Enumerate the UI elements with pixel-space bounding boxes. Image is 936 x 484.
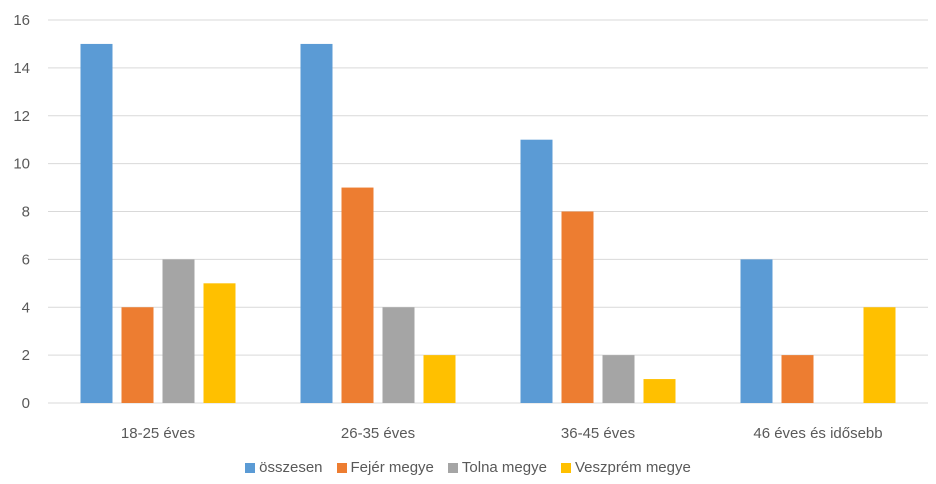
y-tick-label: 12 xyxy=(13,108,30,125)
y-tick-label: 0 xyxy=(22,395,30,412)
bar xyxy=(602,355,635,403)
legend-item: összesen xyxy=(245,459,323,476)
bar xyxy=(341,187,374,403)
bar xyxy=(382,307,415,403)
legend-item: Fejér megye xyxy=(336,459,434,476)
bar xyxy=(423,355,456,403)
y-axis-ticks: 0 2 4 6 8 10 12 14 16 xyxy=(13,12,30,412)
bars xyxy=(80,43,896,403)
legend-label: Veszprém megye xyxy=(574,459,691,476)
bar xyxy=(643,379,676,403)
y-tick-label: 4 xyxy=(22,299,30,316)
y-tick-label: 14 xyxy=(13,60,30,77)
x-tick-label: 18-25 éves xyxy=(121,425,195,440)
x-axis-ticks: 18-25 éves 26-35 éves 36-45 éves 46 éves és… xyxy=(121,425,883,442)
y-tick-label: 16 xyxy=(13,12,30,29)
x-tick-label: 46 éves és idősebb xyxy=(753,425,882,440)
legend-label: Fejér megye xyxy=(350,459,434,476)
bar xyxy=(80,43,113,403)
y-tick-label: 10 xyxy=(13,156,30,173)
legend-item: Veszprém megye xyxy=(560,459,691,476)
bar xyxy=(300,43,333,403)
gridlines xyxy=(48,19,928,404)
bar xyxy=(520,139,553,403)
y-tick-label: 2 xyxy=(22,347,30,364)
bar xyxy=(561,211,594,403)
legend-label: összesen xyxy=(259,459,323,476)
y-tick-label: 6 xyxy=(22,251,30,268)
bar xyxy=(162,259,195,403)
bar-chart-plot: 0 2 4 6 8 10 12 14 16 18-25 éves 26-35 éves 36-45 … xyxy=(13,12,928,442)
bar xyxy=(740,259,773,403)
legend-swatch xyxy=(560,462,571,473)
legend-swatch xyxy=(336,462,347,473)
bar xyxy=(203,283,236,403)
legend-swatch xyxy=(447,462,458,473)
bar xyxy=(781,355,814,403)
x-tick-label: 36-45 éves xyxy=(561,425,635,440)
bar xyxy=(121,307,154,403)
legend-label: Tolna megye xyxy=(461,459,547,476)
legend-swatch xyxy=(245,462,256,473)
legend: összesen Fejér megye Tolna megye Veszprém m… xyxy=(0,459,936,476)
x-tick-label: 26-35 éves xyxy=(341,425,415,440)
bar xyxy=(863,307,896,403)
y-tick-label: 8 xyxy=(22,204,30,221)
legend-item: Tolna megye xyxy=(447,459,547,476)
